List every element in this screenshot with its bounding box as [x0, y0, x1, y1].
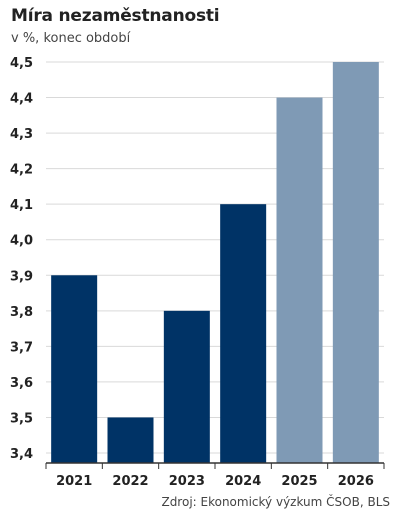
y-tick-label: 4,2	[10, 163, 33, 178]
y-tick-label: 4,1	[10, 198, 33, 213]
x-tick-label: 2025	[281, 474, 317, 489]
chart-subtitle: v %, konec období	[11, 31, 131, 46]
x-tick-label: 2021	[56, 474, 92, 489]
y-tick-label: 3,9	[10, 269, 33, 284]
x-tick-label: 2024	[225, 474, 261, 489]
y-axis-ticks: 3,4 3,5 3,6 3,7 3,8 3,9 4,0 4,1 4,2 4,3 4,4 4,5	[10, 56, 33, 462]
y-tick-label: 3,5	[10, 411, 33, 426]
y-tick-label: 3,6	[10, 376, 33, 391]
bar-2021	[51, 275, 98, 463]
y-tick-label: 4,4	[10, 92, 33, 107]
x-axis-ticks: 2021 2022 2023 2024 2025 2026	[56, 474, 374, 489]
y-tick-label: 4,3	[10, 127, 33, 142]
gridlines	[46, 61, 384, 454]
x-axis	[45, 462, 385, 469]
bar-2023	[163, 310, 210, 463]
chart-title: Míra nezaměstnanosti	[11, 6, 220, 26]
bar-2025	[276, 97, 323, 463]
bar-2026	[332, 62, 379, 463]
x-tick-label: 2023	[169, 474, 205, 489]
x-tick-label: 2022	[112, 474, 148, 489]
y-tick-label: 3,7	[10, 340, 33, 355]
bar-2022	[107, 417, 154, 463]
bars	[51, 62, 379, 463]
source-note: Zdroj: Ekonomický výzkum ČSOB, BLS	[161, 495, 390, 509]
y-tick-label: 4,5	[10, 56, 33, 71]
bar-2024	[220, 204, 267, 463]
y-tick-label: 3,4	[10, 447, 33, 462]
x-tick-label: 2026	[338, 474, 374, 489]
y-tick-label: 3,8	[10, 305, 33, 320]
y-tick-label: 4,0	[10, 234, 33, 249]
